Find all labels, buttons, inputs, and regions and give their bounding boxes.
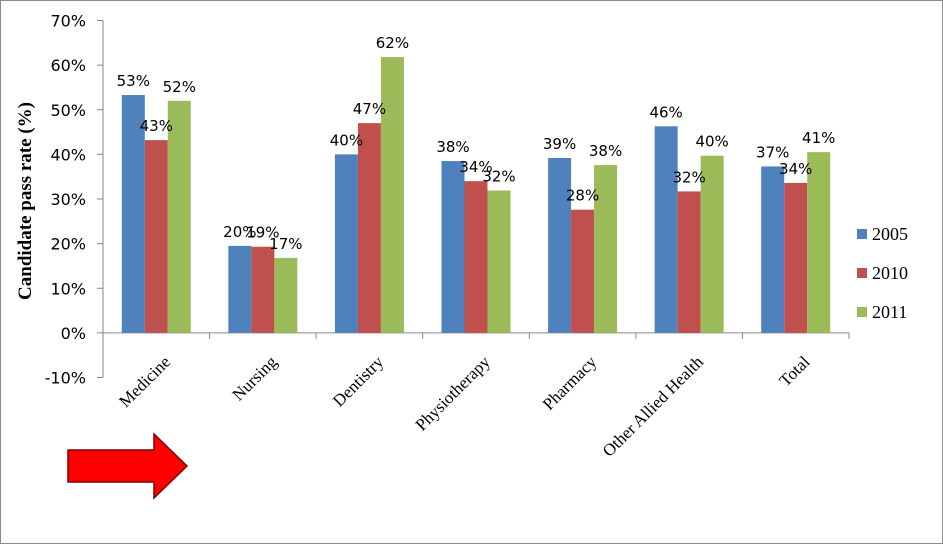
category-label: Other Allied Health — [599, 352, 708, 461]
bar — [121, 95, 145, 333]
y-tick-label: 0% — [61, 324, 86, 343]
legend-label: 2010 — [872, 263, 908, 283]
category-labels: Medicine Nursing Dentistry Physiotherapy Pha… — [115, 352, 813, 461]
bar — [571, 209, 595, 333]
data-label: 43% — [140, 117, 173, 135]
y-tick-label: 30% — [50, 190, 86, 209]
y-tick-label: 60% — [50, 56, 86, 75]
legend-swatch — [857, 268, 867, 278]
y-tick-label: 40% — [50, 145, 86, 164]
bar — [464, 181, 488, 333]
data-label: 38% — [436, 138, 469, 156]
data-label: 34% — [459, 158, 492, 176]
bar — [784, 182, 808, 333]
bar — [144, 140, 168, 333]
legend-label: 2005 — [872, 224, 908, 244]
data-label: 40% — [330, 131, 363, 149]
axes: -10% 0% 10% 20% 30% 40% 50% 60% 70% — [45, 12, 850, 388]
bar — [677, 191, 701, 333]
bar — [274, 257, 298, 333]
legend-swatch — [857, 307, 867, 317]
y-tick-label: -10% — [45, 369, 86, 388]
bar — [228, 245, 252, 333]
legend-label: 2011 — [872, 302, 907, 322]
category-label: Medicine — [115, 352, 174, 411]
data-label: 40% — [695, 133, 728, 151]
bar — [167, 100, 191, 333]
category-label: Pharmacy — [539, 352, 601, 414]
category-label: Total — [776, 352, 814, 390]
y-tick-label: 70% — [50, 12, 86, 31]
data-label: 41% — [802, 129, 835, 147]
data-label: 17% — [269, 235, 302, 253]
bar — [251, 246, 275, 333]
data-label: 28% — [566, 187, 599, 205]
data-label: 32% — [672, 168, 705, 186]
bar — [548, 157, 572, 333]
bar — [807, 152, 831, 333]
bar — [487, 190, 511, 333]
data-label: 52% — [163, 78, 196, 96]
data-label: 34% — [779, 160, 812, 178]
bar — [334, 154, 358, 333]
bar — [654, 126, 678, 333]
bar — [594, 165, 618, 333]
data-label: 19% — [246, 224, 279, 242]
y-axis-label: Candidate pass rate (%) — [15, 102, 36, 300]
legend: 2005 2010 2011 — [857, 224, 908, 322]
y-tick-label: 50% — [50, 101, 86, 120]
bar — [380, 57, 404, 333]
data-labels: 53%43%52%20%19%17%40%47%62%38%34%32%39%2… — [117, 34, 836, 253]
data-label: 47% — [353, 100, 386, 118]
category-label: Dentistry — [329, 352, 388, 411]
bars — [121, 57, 831, 333]
bar — [357, 123, 381, 333]
bar — [441, 161, 465, 333]
bar — [761, 166, 785, 333]
data-label: 62% — [376, 34, 409, 52]
data-label: 32% — [482, 168, 515, 186]
category-label: Physiotherapy — [412, 352, 495, 435]
data-label: 38% — [589, 142, 622, 160]
y-tick-label: 10% — [50, 279, 86, 298]
y-tick-label: 20% — [50, 235, 86, 254]
right-arrow-icon — [67, 432, 189, 500]
category-label: Nursing — [229, 352, 282, 405]
bar — [700, 155, 724, 333]
data-label: 39% — [543, 135, 576, 153]
data-label: 46% — [649, 103, 682, 121]
data-label: 37% — [756, 143, 789, 161]
legend-swatch — [857, 229, 867, 239]
data-label: 20% — [223, 223, 256, 241]
data-label: 53% — [117, 72, 150, 90]
